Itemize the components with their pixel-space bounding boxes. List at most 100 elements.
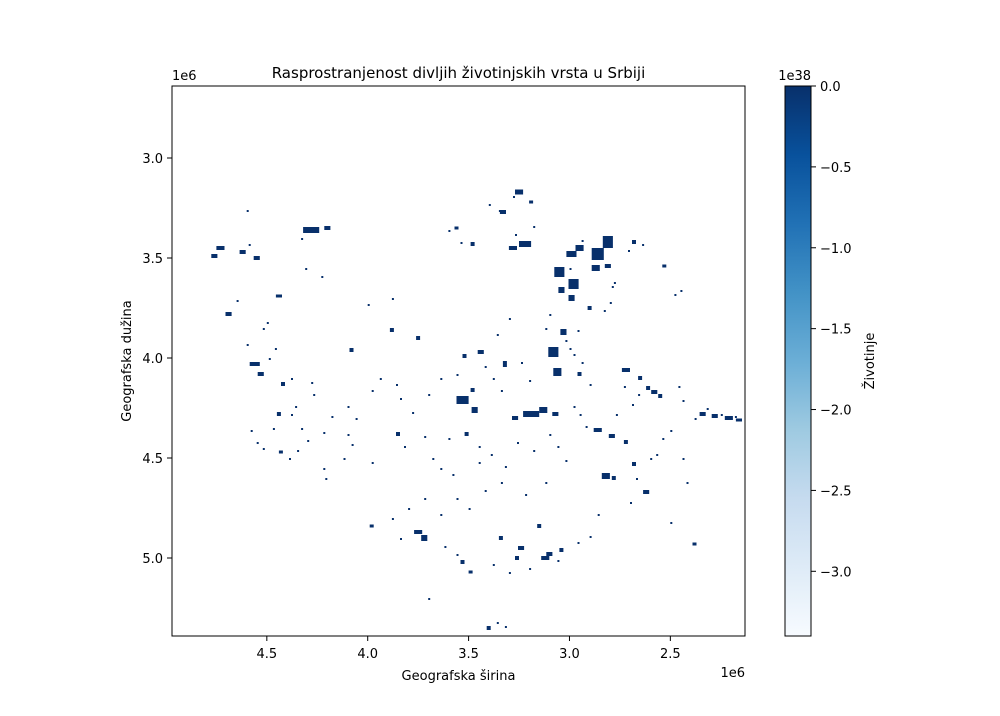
habitat-patch bbox=[537, 524, 542, 528]
habitat-speckle bbox=[492, 378, 495, 380]
habitat-patch bbox=[591, 265, 600, 271]
habitat-patch bbox=[560, 329, 567, 335]
habitat-speckle bbox=[500, 482, 503, 484]
x-tick-label: 3.5 bbox=[458, 647, 479, 662]
habitat-speckle bbox=[630, 502, 632, 504]
habitat-patch bbox=[591, 248, 604, 260]
habitat-patch bbox=[632, 462, 636, 466]
habitat-speckle bbox=[428, 394, 431, 396]
habitat-speckle bbox=[291, 378, 293, 380]
habitat-speckle bbox=[440, 468, 443, 470]
x-tick-label: 3.0 bbox=[559, 647, 580, 662]
habitat-patch bbox=[257, 372, 264, 376]
habitat-patch bbox=[602, 236, 613, 248]
habitat-patch bbox=[735, 418, 742, 422]
habitat-speckle bbox=[500, 390, 503, 392]
habitat-speckle bbox=[323, 468, 326, 470]
habitat-patch bbox=[548, 347, 559, 357]
habitat-speckle bbox=[262, 328, 265, 330]
habitat-speckle bbox=[674, 294, 677, 296]
habitat-patch bbox=[211, 254, 218, 258]
habitat-patch bbox=[456, 396, 469, 404]
habitat-speckle bbox=[428, 598, 431, 600]
habitat-speckle bbox=[248, 244, 251, 246]
habitat-patch bbox=[608, 434, 615, 438]
x-tick-label: 2.5 bbox=[660, 647, 681, 662]
habitat-patch bbox=[518, 546, 525, 550]
habitat-speckle bbox=[636, 478, 638, 480]
habitat-patch bbox=[278, 450, 283, 454]
habitat-speckle bbox=[301, 428, 304, 430]
habitat-speckle bbox=[268, 358, 271, 360]
habitat-patch bbox=[604, 264, 611, 268]
habitat-speckle bbox=[656, 454, 659, 456]
habitat-speckle bbox=[452, 474, 455, 476]
habitat-speckle bbox=[484, 366, 487, 368]
habitat-patch bbox=[658, 394, 663, 398]
colorbar bbox=[784, 85, 812, 637]
habitat-patch bbox=[468, 570, 473, 574]
habitat-patch bbox=[611, 476, 616, 480]
habitat-speckle bbox=[545, 482, 548, 484]
habitat-patch bbox=[349, 348, 354, 352]
habitat-speckle bbox=[456, 554, 459, 556]
habitat-speckle bbox=[545, 328, 548, 330]
habitat-speckle bbox=[642, 244, 645, 246]
habitat-speckle bbox=[289, 458, 291, 460]
habitat-patch bbox=[416, 336, 421, 340]
habitat-patch bbox=[508, 246, 517, 250]
habitat-speckle bbox=[492, 564, 495, 566]
x-tick-label: 4.5 bbox=[256, 647, 277, 662]
habitat-patch bbox=[396, 432, 400, 436]
habitat-speckle bbox=[440, 378, 443, 380]
habitat-patch bbox=[568, 279, 579, 289]
habitat-speckle bbox=[490, 454, 493, 456]
habitat-speckle bbox=[236, 300, 239, 302]
habitat-patch bbox=[460, 560, 465, 564]
colorbar-label: Životinje bbox=[862, 333, 878, 390]
habitat-speckle bbox=[478, 446, 481, 448]
habitat-patch bbox=[568, 295, 575, 301]
habitat-speckle bbox=[256, 442, 259, 444]
habitat-speckle bbox=[613, 282, 616, 284]
habitat-speckle bbox=[391, 298, 394, 300]
habitat-speckle bbox=[456, 498, 459, 500]
colorbar-tick-label: −1.0 bbox=[820, 242, 852, 257]
habitat-speckle bbox=[484, 490, 487, 492]
habitat-patch bbox=[275, 294, 282, 298]
habitat-speckle bbox=[706, 408, 709, 410]
habitat-patch bbox=[552, 412, 559, 416]
habitat-speckle bbox=[400, 538, 402, 540]
habitat-patch bbox=[724, 416, 733, 420]
habitat-patch bbox=[566, 251, 577, 257]
habitat-patch bbox=[523, 411, 540, 417]
habitat-speckle bbox=[670, 522, 673, 524]
habitat-speckle bbox=[597, 514, 600, 516]
habitat-speckle bbox=[565, 340, 568, 342]
habitat-speckle bbox=[307, 440, 310, 442]
y-tick-label: 4.5 bbox=[142, 452, 163, 467]
colorbar-tick-label: −3.0 bbox=[820, 565, 852, 580]
habitat-speckle bbox=[670, 430, 673, 432]
habitat-speckle bbox=[515, 234, 517, 236]
habitat-patch bbox=[477, 350, 484, 354]
habitat-speckle bbox=[412, 412, 415, 414]
habitat-patch bbox=[587, 306, 592, 310]
habitat-speckle bbox=[297, 450, 300, 452]
habitat-patch bbox=[692, 542, 697, 546]
habitat-patch bbox=[512, 416, 519, 420]
habitat-patch bbox=[519, 241, 532, 247]
habitat-speckle bbox=[305, 268, 308, 270]
habitat-speckle bbox=[496, 334, 499, 336]
x-axis: 4.5 4.0 3.5 3.0 2.5 bbox=[256, 636, 681, 662]
habitat-speckle bbox=[678, 386, 681, 388]
colorbar-tick-label: 0.0 bbox=[820, 80, 841, 95]
habitat-speckle bbox=[609, 302, 612, 304]
habitat-speckle bbox=[301, 238, 304, 240]
habitat-speckle bbox=[682, 400, 685, 402]
habitat-patch bbox=[546, 552, 553, 556]
habitat-patch bbox=[638, 376, 643, 380]
habitat-speckle bbox=[529, 568, 532, 570]
habitat-speckle bbox=[367, 304, 370, 306]
